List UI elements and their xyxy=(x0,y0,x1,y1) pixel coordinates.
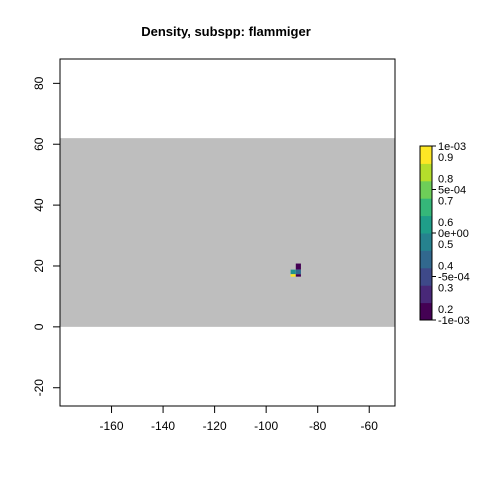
plot-panel xyxy=(60,138,395,327)
axes: -160 -140 -120 -100 -80 -60 -20 0 20 40 60 80 xyxy=(32,58,396,433)
legend-inner-label-2: 0.7 xyxy=(438,195,453,207)
density-cell-4 xyxy=(295,274,301,277)
density-cell-2 xyxy=(295,269,301,275)
background-region xyxy=(60,138,395,327)
legend-label-4: -1e-03 xyxy=(438,315,470,327)
legend-swatch-6 xyxy=(420,198,432,217)
legend-inner-label-3: 0.6 xyxy=(438,217,453,229)
legend-swatch-0 xyxy=(420,302,432,321)
density-cells xyxy=(290,263,301,277)
legend-label-0: 1e-03 xyxy=(438,141,466,153)
legend-inner-label-5: 0.4 xyxy=(438,261,453,273)
x-tick-label-3: -100 xyxy=(254,419,278,433)
legend-inner-label-0: 0.9 xyxy=(438,152,453,164)
y-tick-label-3: 40 xyxy=(32,198,46,212)
legend-swatch-5 xyxy=(420,215,432,234)
density-cell-0 xyxy=(295,263,301,270)
y-tick-label-5: 80 xyxy=(32,76,46,90)
legend-inner-label-1: 0.8 xyxy=(438,174,453,186)
y-tick-label-0: -20 xyxy=(32,379,46,397)
x-tick-label-4: -80 xyxy=(309,419,327,433)
legend-swatch-9 xyxy=(420,146,432,164)
legend: 1e-03 5e-04 0e+00 -5e-04 -1e-03 0.9 0.8 0.7 0.6 0… xyxy=(419,141,470,327)
legend-swatch-4 xyxy=(420,233,432,251)
legend-label-2: 0e+00 xyxy=(438,228,469,240)
y-tick-label-2: 20 xyxy=(32,259,46,273)
legend-label-3: -5e-04 xyxy=(438,272,470,284)
legend-swatch-8 xyxy=(420,163,432,182)
x-tick-label-2: -120 xyxy=(203,419,227,433)
y-tick-label-4: 60 xyxy=(32,137,46,151)
legend-inner-label-7: 0.2 xyxy=(438,304,453,316)
legend-inner-label-6: 0.3 xyxy=(438,282,453,294)
x-tick-label-1: -140 xyxy=(151,419,175,433)
y-tick-label-1: 0 xyxy=(32,323,46,330)
density-cell-1 xyxy=(290,269,296,275)
x-tick-label-5: -60 xyxy=(361,419,379,433)
legend-label-1: 5e-04 xyxy=(438,185,466,197)
legend-swatch-2 xyxy=(420,267,432,286)
legend-inner-label-4: 0.5 xyxy=(438,239,453,251)
x-tick-label-0: -160 xyxy=(100,419,124,433)
legend-swatch-1 xyxy=(420,285,432,304)
density-cell-3 xyxy=(290,274,296,277)
legend-swatch-7 xyxy=(420,180,432,199)
legend-swatch-3 xyxy=(420,250,432,269)
chart-title: Density, subspp: flammiger xyxy=(141,24,311,39)
